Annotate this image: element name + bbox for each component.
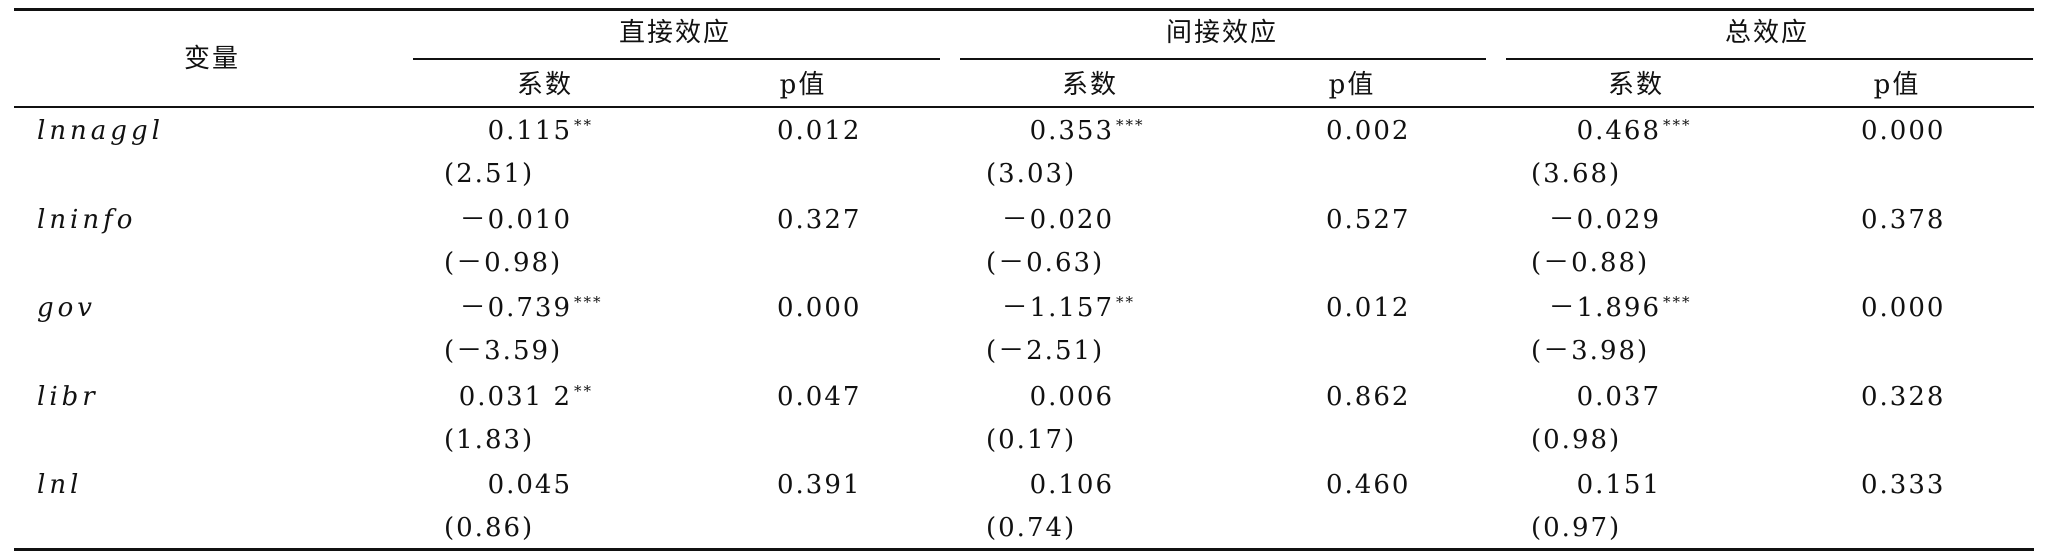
- t-statistic: (0.97): [1531, 513, 1622, 543]
- p-value: 0.000: [1861, 293, 1946, 323]
- p-value: 0.327: [777, 204, 862, 235]
- p-value: 0.391: [777, 470, 862, 500]
- significance-stars: ***: [1663, 293, 1692, 311]
- p-value: 0.012: [777, 116, 862, 146]
- p-value: 0.378: [1861, 204, 1946, 235]
- coefficient: 0.037: [1576, 381, 1661, 412]
- top-rule: [14, 8, 2034, 11]
- variable-name: gov: [37, 293, 96, 323]
- coefficient: 0.031 2: [458, 381, 572, 412]
- p-value: 0.328: [1861, 381, 1946, 412]
- group-header: 总效应: [1724, 18, 1810, 48]
- coefficient: －0.029: [1548, 204, 1661, 235]
- t-statistic: (－2.51): [986, 336, 1105, 366]
- sub-header: p值: [1873, 70, 1921, 100]
- coefficient: 0.115: [487, 116, 572, 146]
- t-statistic: (0.86): [444, 513, 535, 543]
- significance-stars: **: [574, 381, 593, 400]
- p-value: 0.002: [1326, 116, 1411, 146]
- coefficient: －0.010: [459, 204, 572, 235]
- group-rule: [1506, 58, 2033, 60]
- t-statistic: (3.68): [1531, 159, 1622, 189]
- sub-header: 系数: [1061, 70, 1119, 100]
- bottom-rule: [14, 548, 2034, 551]
- t-statistic: (0.98): [1531, 424, 1622, 455]
- t-statistic: (－3.59): [444, 336, 563, 366]
- group-rule: [413, 58, 940, 60]
- p-value: 0.333: [1861, 470, 1946, 500]
- coefficient: 0.468: [1576, 116, 1661, 146]
- sub-header: 系数: [516, 70, 574, 100]
- coefficient: －0.020: [1001, 204, 1114, 235]
- group-rule: [960, 58, 1486, 60]
- p-value: 0.012: [1326, 293, 1411, 323]
- coefficient: 0.045: [487, 470, 572, 500]
- coefficient: 0.353: [1029, 116, 1114, 146]
- sub-header: 系数: [1607, 70, 1665, 100]
- t-statistic: (2.51): [444, 159, 535, 189]
- coefficient: 0.006: [1029, 381, 1114, 412]
- t-statistic: (0.17): [986, 424, 1077, 455]
- sub-header: p值: [1328, 70, 1376, 100]
- variable-name: lnl: [37, 470, 83, 500]
- significance-stars: **: [574, 116, 593, 134]
- t-statistic: (1.83): [444, 424, 535, 455]
- p-value: 0.047: [777, 381, 862, 412]
- variable-name: lninfo: [37, 204, 137, 235]
- p-value: 0.527: [1326, 204, 1411, 235]
- coefficient: －1.896: [1548, 293, 1661, 323]
- group-header: 直接效应: [618, 18, 732, 48]
- variable-name: libr: [37, 381, 99, 412]
- header-rule: [14, 106, 2034, 108]
- p-value: 0.000: [777, 293, 862, 323]
- p-value: 0.862: [1326, 381, 1411, 412]
- p-value: 0.460: [1326, 470, 1411, 500]
- t-statistic: (0.74): [986, 513, 1077, 543]
- significance-stars: ***: [574, 293, 603, 311]
- t-statistic: (－0.88): [1531, 247, 1650, 278]
- coefficient: －1.157: [1001, 293, 1114, 323]
- p-value: 0.000: [1861, 116, 1946, 146]
- variable-name: lnnaggl: [37, 116, 164, 146]
- significance-stars: ***: [1116, 116, 1145, 134]
- coefficient: 0.106: [1029, 470, 1114, 500]
- t-statistic: (－3.98): [1531, 336, 1650, 366]
- t-statistic: (－0.98): [444, 247, 563, 278]
- variable-header: 变量: [183, 44, 241, 74]
- t-statistic: (3.03): [986, 159, 1077, 189]
- sub-header: p值: [779, 70, 827, 100]
- significance-stars: ***: [1663, 116, 1692, 134]
- t-statistic: (－0.63): [986, 247, 1105, 278]
- group-header: 间接效应: [1165, 18, 1279, 48]
- significance-stars: **: [1116, 293, 1135, 311]
- coefficient: －0.739: [459, 293, 572, 323]
- coefficient: 0.151: [1576, 470, 1661, 500]
